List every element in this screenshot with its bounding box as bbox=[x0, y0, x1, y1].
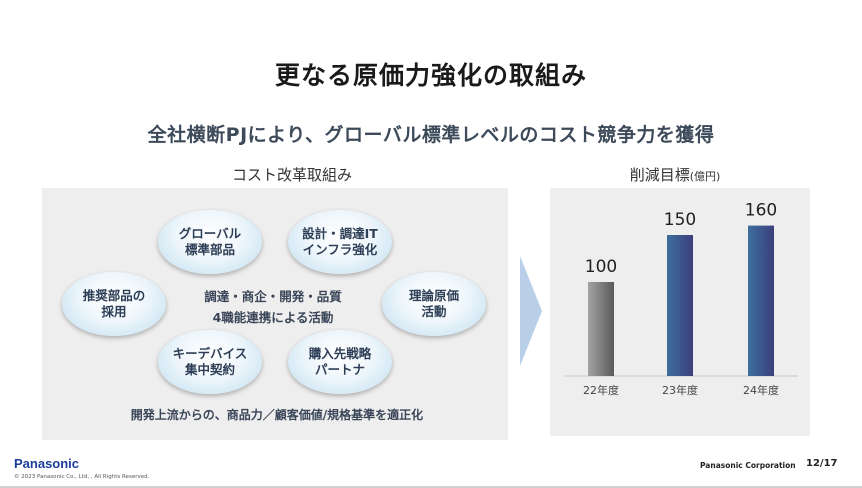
cost-reform-panel: グローバル 標準部品 設計・調達IT インフラ強化 推奨部品の 採用 理論原価 … bbox=[42, 188, 508, 440]
bar-value-label: 160 bbox=[745, 201, 777, 221]
copyright-text: © 2023 Panasonic Co., Ltd. , All Rights … bbox=[14, 474, 150, 480]
reduction-target-heading-text: 削減目標 bbox=[629, 166, 690, 184]
bubble-recommended-parts: 推奨部品の 採用 bbox=[62, 272, 166, 336]
category-tick-label: 23年度 bbox=[662, 383, 698, 397]
bubble-global-standard-parts: グローバル 標準部品 bbox=[158, 210, 262, 274]
reduction-target-unit: (億円) bbox=[689, 170, 721, 183]
bubble-design-it-infra: 設計・調達IT インフラ強化 bbox=[288, 210, 392, 274]
category-tick-label: 24年度 bbox=[743, 383, 779, 397]
collaboration-line-2: 4職能連携による活動 bbox=[212, 310, 334, 326]
bubble-key-device-contracts: キーデバイス 集中契約 bbox=[158, 330, 262, 394]
category-tick-label: 22年度 bbox=[583, 383, 619, 397]
panasonic-logo: Panasonic bbox=[14, 456, 80, 471]
bar-22年度 bbox=[588, 282, 614, 376]
bar-23年度 bbox=[667, 235, 693, 376]
footer-divider bbox=[0, 486, 862, 488]
bar-value-label: 100 bbox=[585, 257, 617, 277]
chevron-right-icon bbox=[520, 256, 542, 366]
collaboration-line-1: 調達・商企・開発・品質 bbox=[204, 289, 342, 304]
bar-24年度 bbox=[748, 225, 774, 376]
bar-value-label: 150 bbox=[664, 210, 696, 230]
company-name: Panasonic Corporation bbox=[700, 461, 796, 470]
bubble-supplier-partner: 購入先戦略 パートナ bbox=[288, 330, 392, 394]
reduction-bar-chart: 100 22年度 150 23年度 160 24年度 bbox=[564, 201, 798, 397]
left-panel-footnote: 開発上流からの、商品力／顧客価値/規格基準を適正化 bbox=[130, 408, 424, 422]
page-number: 12/17 bbox=[806, 458, 838, 469]
cost-reform-heading: コスト改革取組み bbox=[231, 166, 352, 184]
reduction-target-heading: 削減目標(億円) bbox=[590, 164, 760, 185]
bubble-theoretical-cost: 理論原価 活動 bbox=[382, 272, 486, 336]
slide-subtitle: 全社横断PJにより、グローバル標準レベルのコスト競争力を獲得 bbox=[147, 124, 715, 146]
collaboration-text: 調達・商企・開発・品質 4職能連携による活動 bbox=[178, 286, 368, 329]
slide-title: 更なる原価力強化の取組み bbox=[274, 61, 587, 90]
